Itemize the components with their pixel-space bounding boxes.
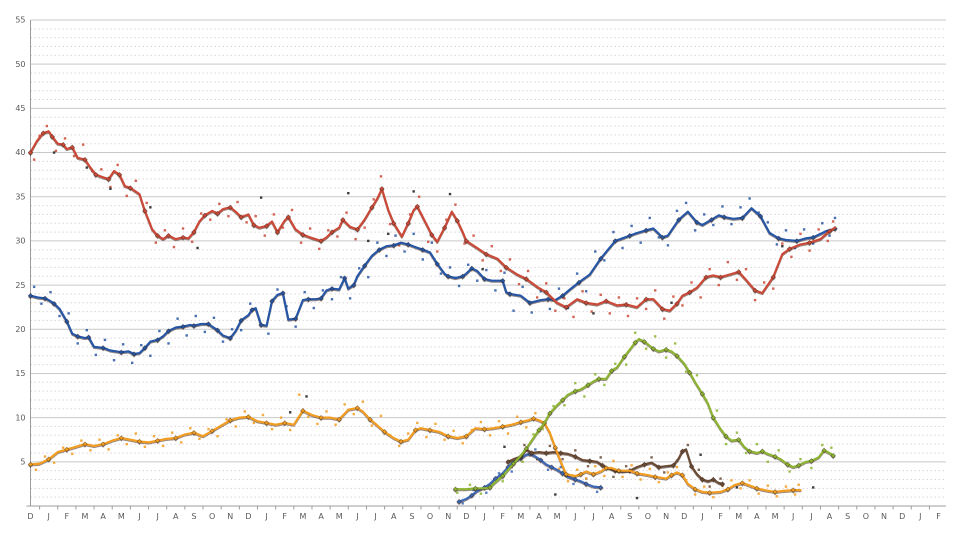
svg-text:J: J [355,512,358,521]
svg-text:M: M [517,512,524,521]
svg-text:J: J [482,512,485,521]
svg-text:J: J [791,512,794,521]
svg-text:A: A [391,512,397,521]
svg-text:J: J [700,512,703,521]
series-red-scatter [32,124,835,320]
svg-text:J: J [264,512,267,521]
svg-text:10: 10 [15,413,25,422]
svg-text:55: 55 [15,16,25,25]
svg-text:J: J [137,512,140,521]
svg-text:20: 20 [15,325,25,334]
svg-text:M: M [772,512,779,521]
svg-text:F: F [282,512,287,521]
svg-text:M: M [299,512,306,521]
series-red-trend [27,130,837,312]
svg-text:J: J [573,512,576,521]
series-blue-scatter [32,197,837,365]
svg-text:D: D [245,512,251,521]
svg-text:30: 30 [15,237,25,246]
svg-text:J: J [591,512,594,521]
svg-text:S: S [627,512,632,521]
svg-text:S: S [845,512,850,521]
svg-text:A: A [609,512,615,521]
svg-text:J: J [809,512,812,521]
svg-text:S: S [191,512,196,521]
svg-text:N: N [663,512,669,521]
svg-text:D: D [27,512,33,521]
series-orange-scatter [34,393,800,499]
svg-text:O: O [209,512,215,521]
svg-text:A: A [827,512,833,521]
major-gridlines [30,19,946,463]
svg-text:N: N [227,512,233,521]
y-axis-labels: 5 10 15 20 25 30 35 40 45 50 55 [15,16,25,467]
svg-text:O: O [645,512,651,521]
svg-text:D: D [681,512,687,521]
svg-text:50: 50 [15,60,25,69]
svg-text:M: M [118,512,125,521]
svg-text:O: O [863,512,869,521]
svg-text:O: O [427,512,433,521]
series-black-polls-scatter [52,151,815,500]
axes [26,20,946,507]
svg-text:M: M [554,512,561,521]
series-blue-trend [27,207,838,357]
series-brown-trend [505,448,726,487]
svg-text:N: N [881,512,887,521]
minor-gridlines [30,28,946,498]
series-green-trend [452,337,836,492]
svg-text:M: M [82,512,89,521]
svg-text:F: F [500,512,505,521]
svg-text:15: 15 [15,369,25,378]
svg-text:A: A [173,512,179,521]
svg-text:A: A [754,512,760,521]
svg-text:F: F [65,512,70,521]
svg-text:25: 25 [15,281,25,290]
svg-text:45: 45 [15,104,25,113]
svg-text:40: 40 [15,148,25,157]
svg-text:S: S [409,512,414,521]
svg-text:M: M [735,512,742,521]
svg-text:D: D [463,512,469,521]
svg-text:F: F [936,512,941,521]
svg-text:A: A [100,512,106,521]
svg-text:35: 35 [15,192,25,201]
svg-text:A: A [318,512,324,521]
svg-text:N: N [445,512,451,521]
svg-text:F: F [718,512,723,521]
svg-text:D: D [899,512,905,521]
svg-text:M: M [336,512,343,521]
svg-text:J: J [46,512,49,521]
svg-text:J: J [918,512,921,521]
svg-text:A: A [536,512,542,521]
svg-text:J: J [155,512,158,521]
series-orange-trend [27,405,802,496]
svg-text:J: J [373,512,376,521]
x-axis-ticks [39,506,930,510]
svg-text:5: 5 [20,458,25,467]
